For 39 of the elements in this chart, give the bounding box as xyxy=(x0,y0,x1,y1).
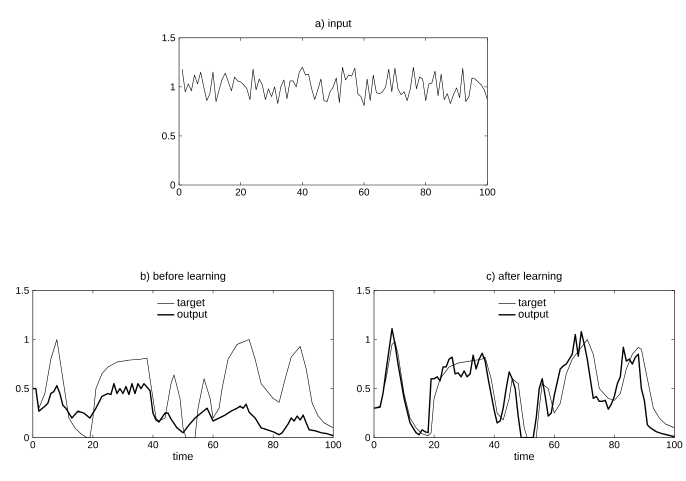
x-tick-label: 20 xyxy=(88,440,98,448)
legend-label: output xyxy=(518,310,548,320)
chart-title: b) before learning xyxy=(140,272,226,282)
legend-label: target xyxy=(177,298,205,308)
x-tick-label: 0 xyxy=(30,440,36,448)
legend-label: target xyxy=(518,298,546,308)
y-tick-label: 0.5 xyxy=(16,384,29,392)
y-tick-label: 0 xyxy=(170,181,176,188)
x-tick-label: 20 xyxy=(236,188,246,196)
x-tick-label: 40 xyxy=(148,440,158,448)
x-tick-label: 0 xyxy=(176,188,182,196)
x-axis-title: time xyxy=(172,452,193,460)
y-tick-label: 1 xyxy=(366,336,370,343)
y-tick-label: 1 xyxy=(24,336,29,343)
x-tick-label: 0 xyxy=(372,440,376,448)
x-axis-title: time xyxy=(514,452,534,460)
x-tick-label: 60 xyxy=(549,440,560,448)
legend-label: output xyxy=(177,310,208,320)
chart-title: a) input xyxy=(315,18,352,30)
y-tick-label: 0.5 xyxy=(357,384,370,392)
y-tick-label: 1.5 xyxy=(357,286,370,294)
x-tick-label: 80 xyxy=(268,440,278,448)
x-tick-label: 100 xyxy=(480,188,496,196)
x-tick-label: 100 xyxy=(326,440,342,448)
x-tick-label: 60 xyxy=(359,188,370,196)
x-tick-label: 60 xyxy=(208,440,218,448)
x-tick-label: 40 xyxy=(488,440,500,448)
y-tick-label: 1.5 xyxy=(16,286,29,294)
x-tick-label: 100 xyxy=(666,440,682,448)
x-tick-label: 80 xyxy=(420,188,431,196)
x-tick-label: 20 xyxy=(429,440,440,448)
y-tick-label: 0 xyxy=(365,434,370,441)
chart-title: c) after learning xyxy=(486,272,562,282)
x-tick-label: 40 xyxy=(297,188,308,196)
y-tick-label: 0 xyxy=(24,434,29,441)
x-tick-label: 80 xyxy=(609,440,620,448)
y-tick-label: 1 xyxy=(170,83,176,90)
y-tick-label: 0.5 xyxy=(162,132,176,140)
y-tick-label: 1.5 xyxy=(162,34,176,42)
